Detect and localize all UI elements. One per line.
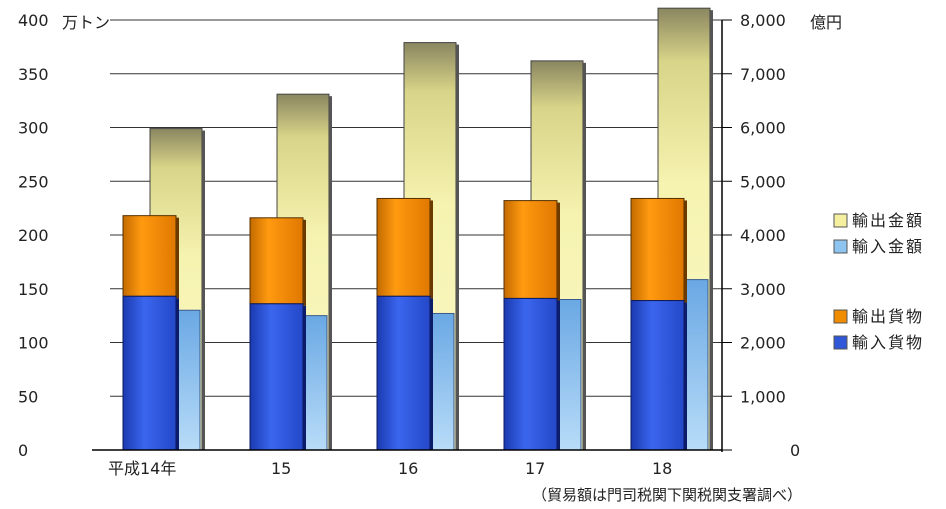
legend: 輸出金額 輸入金額 輸出貨物 輸入貨物 — [833, 211, 924, 352]
bar-export-value-side — [583, 62, 586, 450]
right-tick-label: 6,000 — [740, 119, 786, 138]
left-axis-unit: 万トン — [62, 13, 110, 32]
source-note: （貿易額は門司税関下関税関支署調べ） — [532, 486, 802, 504]
legend-label-export-goods: 輸出貨物 — [852, 307, 924, 326]
bar-import-goods-side — [430, 298, 433, 450]
legend-swatch-export-goods — [833, 309, 848, 324]
left-tick-label: 100 — [18, 334, 49, 353]
x-tick-label: 15 — [271, 459, 291, 478]
right-tick-label: 8,000 — [740, 11, 786, 30]
bar-import-goods — [122, 295, 177, 451]
legend-item-import-goods: 輸入貨物 — [833, 333, 924, 352]
bar-export-goods — [630, 197, 685, 302]
right-tick-label: 2,000 — [740, 334, 786, 353]
bar-export-goods-side — [684, 200, 687, 303]
legend-swatch-export-value — [833, 213, 848, 228]
bar-export-goods-side — [430, 200, 433, 299]
x-tick-label: 平成14年 — [108, 459, 176, 478]
x-tick-label: 18 — [652, 459, 672, 478]
cargo-bars — [122, 197, 687, 451]
bar-export-goods — [122, 215, 177, 297]
left-axis-ticks: 0 50 100 150 200 250 300 350 400 — [18, 11, 49, 460]
x-tick-label: 17 — [525, 459, 545, 478]
legend-label-import-value: 輸入金額 — [852, 237, 924, 256]
right-axis-unit: 億円 — [810, 13, 842, 32]
legend-swatch-import-goods — [833, 335, 848, 350]
right-tick-label: 4,000 — [740, 226, 786, 245]
bar-export-value-side — [329, 96, 332, 451]
right-tick-label: 7,000 — [740, 65, 786, 84]
left-tick-label: 250 — [18, 172, 49, 191]
bar-import-goods-side — [303, 305, 306, 450]
bar-export-value-side — [710, 10, 713, 451]
bar-export-goods-side — [303, 219, 306, 306]
left-tick-label: 350 — [18, 65, 49, 84]
right-tick-label: 5,000 — [740, 172, 786, 191]
legend-item-export-goods: 輸出貨物 — [833, 307, 924, 326]
bar-export-goods — [376, 197, 431, 297]
bar-export-goods — [503, 200, 558, 299]
bar-import-goods — [630, 300, 685, 451]
left-tick-label: 0 — [18, 441, 28, 460]
bar-import-goods-side — [684, 302, 687, 450]
bar-import-goods — [376, 295, 431, 451]
bar-export-goods-side — [557, 202, 560, 301]
left-tick-label: 200 — [18, 226, 49, 245]
left-tick-label: 150 — [18, 280, 49, 299]
legend-label-export-value: 輸出金額 — [852, 211, 924, 230]
legend-item-export-value: 輸出金額 — [833, 211, 924, 230]
right-tick-label: 0 — [790, 441, 800, 460]
bar-import-goods-side — [557, 300, 560, 450]
left-tick-label: 50 — [18, 387, 38, 406]
right-axis-ticks: 0 1,000 2,000 3,000 4,000 5,000 6,000 7,000 8,00… — [722, 11, 800, 460]
legend-label-import-goods: 輸入貨物 — [852, 333, 924, 352]
legend-swatch-import-value — [833, 239, 848, 254]
x-tick-label: 16 — [398, 459, 418, 478]
right-tick-label: 1,000 — [740, 387, 786, 406]
bar-export-goods-side — [176, 217, 179, 299]
x-axis-ticks: 平成14年 15 16 17 18 — [108, 459, 672, 478]
left-tick-label: 300 — [18, 119, 49, 138]
bar-export-value-side — [456, 44, 459, 450]
right-tick-label: 3,000 — [740, 280, 786, 299]
bar-import-goods — [249, 303, 304, 451]
bar-import-goods-side — [176, 298, 179, 450]
bar-import-goods — [503, 297, 558, 451]
left-tick-label: 400 — [18, 11, 49, 30]
bar-export-value-side — [202, 130, 205, 450]
bar-export-goods — [249, 217, 304, 305]
legend-item-import-value: 輸入金額 — [833, 237, 924, 256]
